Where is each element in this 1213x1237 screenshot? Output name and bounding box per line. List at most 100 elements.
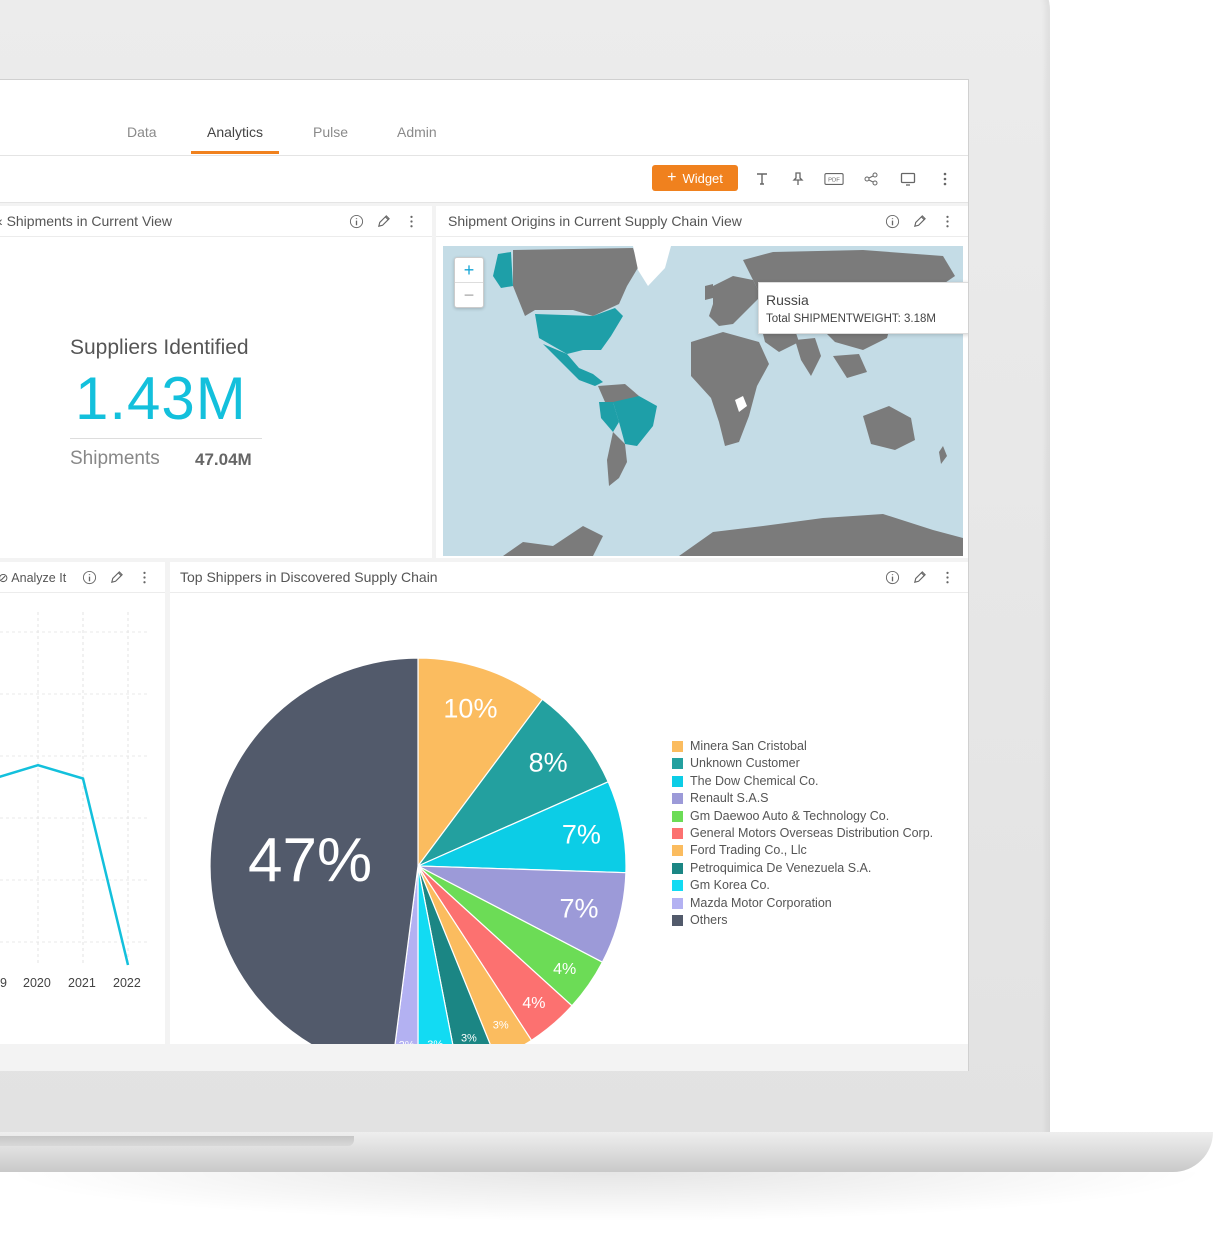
analyze-icon: ⊘	[0, 571, 8, 585]
map-region-brazil	[613, 396, 657, 446]
legend-item[interactable]: General Motors Overseas Distribution Cor…	[672, 825, 933, 842]
pie-widget-title: Top Shippers in Discovered Supply Chain	[180, 569, 438, 585]
info-icon[interactable]	[884, 569, 900, 585]
legend-item[interactable]: Petroquimica De Venezuela S.A.	[672, 860, 933, 877]
x-tick-label: 2020	[23, 976, 51, 990]
map-region-australia	[863, 406, 915, 450]
legend-swatch	[672, 775, 683, 787]
pie-widget: Top Shippers in Discovered Supply Chain …	[170, 562, 968, 1044]
pie-slice	[416, 698, 609, 868]
pie-slice-label: 7%	[562, 820, 601, 850]
legend-label: The Dow Chemical Co.	[690, 773, 819, 788]
map-region-uk	[705, 284, 713, 300]
legend-swatch	[672, 845, 683, 857]
legend-item[interactable]: Minera San Cristobal	[672, 738, 933, 755]
svg-text:PDF: PDF	[828, 178, 840, 184]
pie-slice-label: 3%	[493, 1019, 509, 1031]
add-widget-button[interactable]: + Widget	[652, 165, 738, 191]
pie-legend: Minera San Cristobal Unknown Customer The …	[672, 738, 933, 929]
plus-icon: +	[667, 169, 677, 186]
map-region-europe	[709, 276, 761, 326]
analyze-it-link[interactable]: ⊘ Analyze It	[0, 570, 66, 585]
active-tab-indicator	[191, 151, 279, 154]
legend-label: Minera San Cristobal	[690, 739, 807, 753]
tab-pulse[interactable]: Pulse	[313, 124, 349, 140]
text-icon[interactable]	[751, 168, 773, 190]
edit-icon[interactable]	[375, 213, 391, 229]
more-icon[interactable]	[403, 213, 419, 229]
legend-swatch	[672, 810, 683, 822]
legend-label: Petroquimica De Venezuela S.A.	[690, 860, 872, 875]
legend-label: Unknown Customer	[690, 756, 800, 771]
kpi-divider	[70, 438, 262, 439]
tab-analytics[interactable]: Analytics	[207, 124, 264, 140]
legend-item[interactable]: The Dow Chemical Co.	[672, 773, 933, 790]
pie-slice-label: 4%	[553, 961, 576, 978]
pie-slice	[417, 865, 533, 1044]
map-region-peru	[599, 402, 619, 432]
widget-button-label: Widget	[682, 170, 723, 186]
monitor-icon[interactable]	[897, 168, 919, 190]
tab-data[interactable]: Data	[127, 124, 157, 140]
legend-label: Others	[690, 912, 728, 927]
map-region-greenland	[633, 246, 671, 286]
legend-label: Gm Daewoo Auto & Technology Co.	[690, 808, 890, 823]
kpi-title: Suppliers Identified	[70, 336, 249, 359]
tooltip-title: Russia	[766, 292, 809, 308]
legend-item[interactable]: Gm Korea Co.	[672, 877, 933, 894]
map-region-antarctica	[503, 526, 603, 556]
pdf-icon[interactable]: PDF	[823, 168, 845, 190]
edit-icon[interactable]	[108, 569, 124, 585]
legend-swatch	[672, 793, 683, 805]
dashboard-toolbar: + Widget PDF	[0, 156, 968, 203]
pie-slice-label: 10%	[443, 694, 497, 724]
legend-item[interactable]: Mazda Motor Corporation	[672, 895, 933, 912]
more-icon[interactable]	[939, 213, 955, 229]
map-region-usa	[535, 308, 623, 354]
info-icon[interactable]	[81, 569, 97, 585]
zoom-out-button[interactable]: −	[463, 284, 475, 305]
legend-item[interactable]: Gm Daewoo Auto & Technology Co.	[672, 808, 933, 825]
pie-slice-label: 47%	[248, 826, 372, 895]
legend-swatch	[672, 741, 683, 752]
map-widget-header: Shipment Origins in Current Supply Chain…	[436, 206, 968, 237]
kpi-widget-title: ‹ Shipments in Current View	[0, 213, 173, 229]
pie-slice	[417, 657, 544, 868]
pie-slice	[417, 865, 454, 1044]
share-icon[interactable]	[860, 168, 882, 190]
edit-icon[interactable]	[911, 569, 927, 585]
trend-widget: ⊘ Analyze It 9 2020 2021 2022	[0, 562, 165, 1044]
more-icon[interactable]	[934, 168, 956, 190]
map-region-africa-lakes	[735, 396, 747, 412]
pin-icon[interactable]	[787, 168, 809, 190]
map-region-antarctica-east	[679, 514, 963, 556]
laptop-shadow	[0, 1172, 1213, 1222]
pie-slice-label: 4%	[522, 995, 545, 1012]
tab-admin[interactable]: Admin	[397, 124, 437, 140]
map-region-argentina-chile	[607, 432, 627, 486]
pie-slice	[209, 657, 419, 1044]
kpi-value: 1.43M	[75, 365, 247, 432]
legend-label: Gm Korea Co.	[690, 878, 770, 893]
legend-item[interactable]: Unknown Customer	[672, 755, 933, 772]
legend-label: Mazda Motor Corporation	[690, 895, 832, 910]
zoom-in-button[interactable]: +	[455, 258, 483, 283]
pie-slice	[417, 865, 491, 1044]
edit-icon[interactable]	[911, 213, 927, 229]
info-icon[interactable]	[348, 213, 364, 229]
legend-item[interactable]: Renault S.A.S	[672, 790, 933, 807]
laptop-notch	[0, 1136, 354, 1146]
more-icon[interactable]	[939, 569, 955, 585]
legend-swatch	[672, 897, 683, 909]
more-icon[interactable]	[136, 569, 152, 585]
legend-swatch	[672, 880, 683, 892]
info-icon[interactable]	[884, 213, 900, 229]
line-chart	[0, 612, 150, 966]
map-widget: Shipment Origins in Current Supply Chain…	[436, 206, 968, 558]
legend-item[interactable]: Ford Trading Co., Llc	[672, 842, 933, 859]
top-navigation: Data Analytics Pulse Admin	[0, 80, 968, 156]
map-region-india	[795, 338, 821, 376]
legend-item[interactable]: Others	[672, 912, 933, 929]
legend-label: Ford Trading Co., Llc	[690, 843, 807, 858]
map-region-africa	[691, 332, 769, 446]
